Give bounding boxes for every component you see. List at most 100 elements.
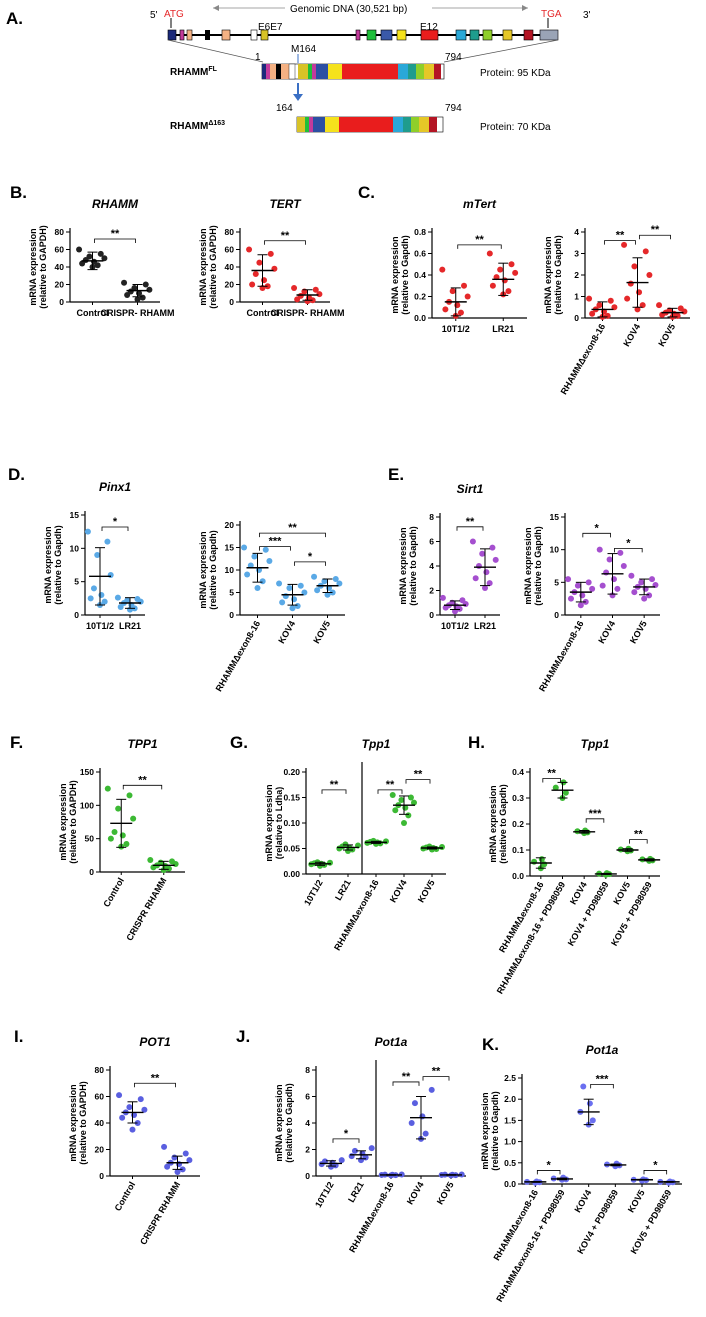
- data-point: [169, 858, 176, 865]
- data-point: [398, 797, 405, 804]
- chart-title: Tpp1: [362, 737, 391, 751]
- x-tick-label: KOV4: [276, 619, 297, 645]
- rhamm-delta-label: RHAMMΔ163: [170, 120, 225, 132]
- significance-bracket: [457, 244, 502, 249]
- x-tick-label: KOV5: [656, 322, 677, 348]
- data-point: [646, 592, 653, 599]
- y-axis-label: mRNA expression(relative to Gapdh): [198, 530, 218, 610]
- significance-label: *: [653, 1159, 658, 1171]
- data-point: [123, 841, 130, 847]
- x-tick-label: CRISPR- RHAMM: [101, 308, 175, 318]
- data-point: [111, 829, 118, 835]
- significance-label: **: [634, 829, 643, 841]
- delta-domain-9: [411, 117, 419, 132]
- delta-protein-size: Protein: 70 KDa: [480, 122, 551, 133]
- exon-4: [205, 30, 210, 40]
- data-point: [161, 1143, 168, 1150]
- chart-title: TERT: [269, 197, 302, 211]
- panel-label: K.: [482, 1035, 499, 1054]
- y-tick-label: 80: [55, 227, 65, 237]
- data-point: [603, 569, 610, 576]
- y-axis-label: mRNA expression(relative to GAPDH): [58, 780, 78, 864]
- significance-label: **: [111, 228, 120, 240]
- chart-c1: C. mTert mRNA expression(relative to Gapdh…: [358, 183, 527, 334]
- data-point: [139, 294, 146, 301]
- fl-domain-16: [424, 64, 434, 79]
- y-tick-label: 1: [574, 292, 579, 302]
- y-tick-label: 5: [74, 577, 79, 587]
- y-axis-label: mRNA expression(relative to GAPDH): [68, 1081, 88, 1165]
- data-point: [251, 553, 258, 560]
- panel-label: H.: [468, 733, 485, 752]
- x-tick-label: RHAMMΔexon8-16: [214, 619, 263, 693]
- data-point: [131, 285, 138, 291]
- data-point: [439, 266, 446, 273]
- fl-domain-2: [266, 64, 270, 79]
- data-point: [489, 282, 496, 289]
- data-point: [94, 552, 101, 558]
- data-point: [628, 572, 635, 579]
- delta-domain-4: [313, 117, 325, 132]
- x-tick-label: KOV5: [626, 1188, 647, 1214]
- chart-title: Pot1a: [586, 1043, 619, 1057]
- data-point: [301, 589, 308, 596]
- significance-bracket: [639, 234, 671, 240]
- data-point: [368, 1145, 375, 1152]
- data-point: [464, 293, 471, 300]
- fl-domain-14: [408, 64, 416, 79]
- data-point: [596, 302, 603, 309]
- y-tick-label: 0: [574, 313, 579, 323]
- chart-i: I. POT1 mRNA expression(relative to GAPDH)…: [14, 1027, 200, 1246]
- data-point: [174, 1169, 181, 1176]
- y-axis-label: mRNA expression(relative to Gapdh): [398, 526, 418, 606]
- data-point: [246, 246, 253, 253]
- data-point: [171, 1154, 178, 1161]
- x-tick-label: 10T1/2: [302, 878, 325, 907]
- delta-domain-11: [429, 117, 437, 132]
- data-point: [244, 571, 251, 578]
- significance-label: *: [547, 1159, 552, 1171]
- data-point: [457, 309, 464, 316]
- data-point: [276, 580, 283, 587]
- significance-bracket: [614, 547, 643, 553]
- y-tick-label: 6: [429, 537, 434, 547]
- exon-14: [469, 29, 480, 41]
- y-axis-label: mRNA expression(relative to Gapdh): [543, 235, 563, 315]
- y-tick-label: 0.4: [414, 270, 426, 280]
- genomic-arrowhead-right: [522, 5, 528, 11]
- data-point: [552, 784, 559, 791]
- data-point: [321, 578, 328, 585]
- significance-bracket: [643, 1170, 668, 1175]
- chart-c2: mRNA expression(relative to Gapdh) 0 1 2 3 4 R…: [543, 224, 690, 396]
- data-point: [627, 280, 634, 287]
- y-tick-label: 0: [99, 1171, 104, 1181]
- data-point: [585, 579, 592, 586]
- data-point: [580, 1083, 587, 1090]
- data-point: [249, 281, 256, 288]
- significance-bracket: [294, 561, 326, 566]
- significance-bracket: [405, 779, 431, 784]
- delta-domain-8: [403, 117, 411, 132]
- x-tick-label: CRISPR- RHAMM: [271, 308, 345, 318]
- data-point: [104, 785, 111, 792]
- data-point: [512, 269, 519, 276]
- x-tick-label: CRISPR RHAMM: [138, 1180, 182, 1246]
- y-tick-label: 50: [85, 834, 95, 844]
- data-point: [454, 302, 461, 309]
- x-tick-label: LR21: [474, 621, 496, 631]
- x-tick-label: RHAMMΔexon8-16: [537, 619, 586, 693]
- delta-start-number: 164: [276, 103, 293, 114]
- data-point: [634, 306, 641, 313]
- data-point: [119, 832, 126, 839]
- y-axis-label: mRNA expression(relative to Gapdh): [43, 525, 63, 605]
- chart-f: F. TPP1 mRNA expression(relative to GAPDH)…: [10, 733, 185, 942]
- data-point: [179, 1166, 186, 1173]
- data-point: [646, 272, 653, 278]
- data-point: [489, 544, 496, 551]
- data-point: [422, 1130, 429, 1137]
- data-point: [291, 285, 298, 291]
- data-point: [410, 799, 417, 806]
- data-point: [141, 1106, 148, 1113]
- x-tick-label: KOV5 + PD98059: [609, 880, 654, 948]
- significance-bracket: [259, 532, 326, 538]
